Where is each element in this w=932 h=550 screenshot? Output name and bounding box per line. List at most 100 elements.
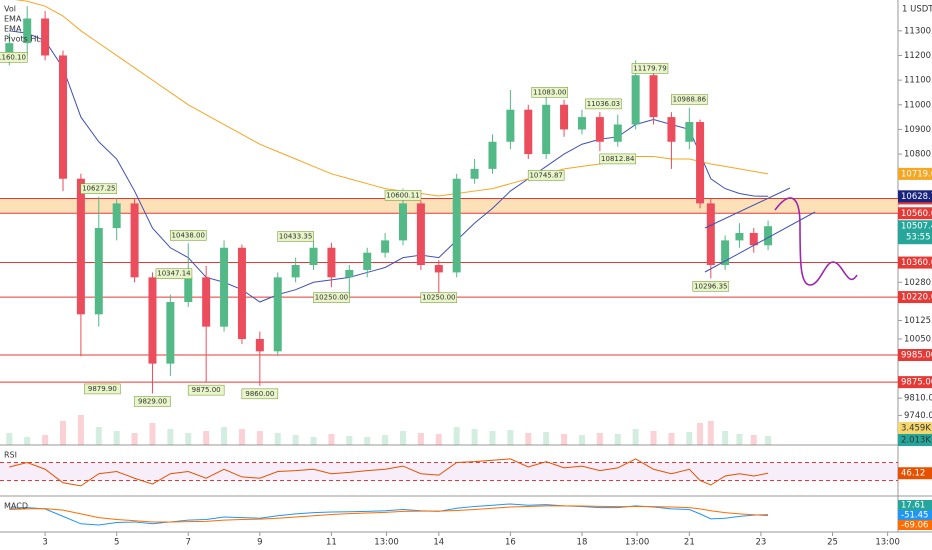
volume-bar [596,433,603,445]
volume-bar [238,429,245,445]
candle-body [94,228,103,315]
volume-bar [453,427,460,445]
candle-body [613,124,622,142]
volume-bar [77,415,84,445]
level-label: 10360.00 [901,258,932,268]
volume-tag [898,422,932,434]
pivot-label: 10250.00 [315,294,348,302]
candle-body [130,203,139,278]
candle-body [220,247,229,327]
volume-bar [722,431,729,445]
volume-bar [471,429,478,445]
pivot-box [0,52,28,63]
pivot-box [599,153,637,165]
candle-body [706,203,715,266]
candle-body [721,240,730,266]
candle-body [363,252,372,270]
pivot-label: 11083.00 [533,88,566,96]
macd-tag [898,510,932,520]
candle-body [696,122,705,204]
y-tick-label: 10280.00 [904,278,932,288]
volume-bar [203,431,210,445]
candle-body [524,109,533,155]
volume-bar [686,432,693,445]
volume-bar [697,423,704,445]
y-tick-label: 9740.00 [904,411,932,421]
pivot-label: 9875.00 [192,386,221,394]
ema-label: 10719.60 [901,169,932,179]
y-tick-label: 11100.00 [904,76,932,86]
macd-signal [9,505,769,523]
candle-body [470,168,479,179]
ema-tag [898,190,932,203]
volume-bar [310,437,317,445]
candle-body [237,247,246,339]
pivot-box [313,292,350,303]
volume-bar [346,436,353,445]
volume-bar [274,433,281,445]
candle-body [381,240,390,253]
pivot-box [134,396,171,407]
x-tick-label: 14 [433,538,444,548]
currency: 1 USDT ▾ [902,5,932,15]
macd-tag [898,500,932,510]
volume-bar [750,435,757,445]
pivot-box [241,388,279,400]
x-tick-label: 9 [257,538,262,548]
candle-body [631,75,640,125]
macd-label: -69.06 [901,521,928,531]
level-tag [898,256,932,269]
legend-item: EMA [4,15,22,24]
volume-bar [24,437,31,445]
candle-body [399,203,408,241]
candle-body [58,55,67,179]
volume-bar [292,435,299,445]
candle-body [309,247,318,266]
level-tag [898,376,932,389]
pivot-label: 11036.03 [587,100,620,108]
pivot-box [531,87,569,98]
pivot-box [170,230,207,241]
pivot-label: 10988.86 [673,96,707,104]
volume-bar [417,433,424,445]
candle-body [595,117,604,142]
candle-body [23,18,32,44]
candle-body [148,277,157,364]
y-tick-label: 11000.00 [904,100,932,110]
pivot-box [155,268,193,279]
volume-bar [131,433,138,445]
ema-label: 10628.79 [901,192,932,202]
level-tag [898,207,932,220]
volume-bar [382,435,389,445]
macd-label: 17.61 [901,501,925,511]
candle-body [41,18,50,56]
pivot-box [277,231,314,242]
candle-body [506,109,515,142]
candle-body [434,265,443,273]
volume-bar [185,433,192,445]
pivot-label: 10627.25 [82,185,115,193]
y-tick-label: 10900.00 [904,125,932,135]
pivot-box [671,94,708,105]
candle-body [560,104,569,130]
y-tick-label: 10125.00 [904,316,932,326]
volume-bar [650,431,657,445]
volume-bar [6,433,13,445]
macd-name: MACD [4,502,28,511]
pivot-label: 10433.35 [279,232,312,240]
rsi-tag [898,467,932,480]
projection [774,197,858,286]
pivot-label: 10347.14 [157,270,191,278]
level-tag [898,291,932,304]
pivot-box [80,183,118,194]
candle-body [577,117,586,130]
volume-bar [435,434,442,445]
volume-bar [525,433,532,445]
pivot-label: 10438.00 [172,231,205,239]
legend-item: Pivots HL [4,35,41,44]
pivot-box [631,63,669,74]
pivot-box [187,384,225,396]
